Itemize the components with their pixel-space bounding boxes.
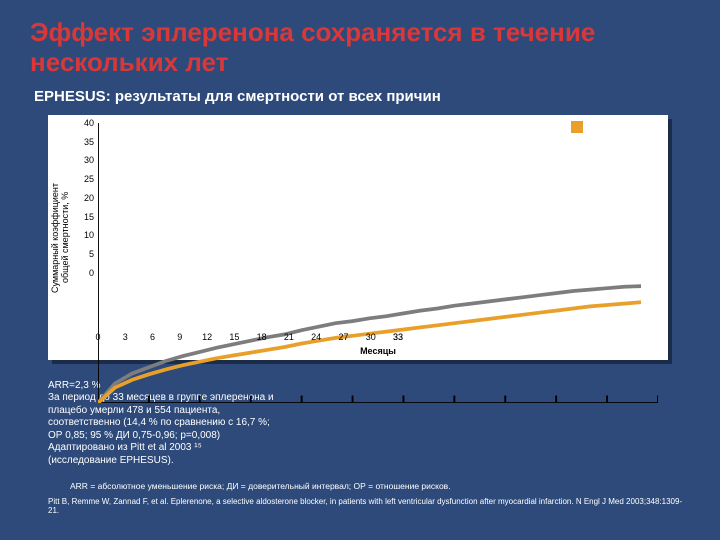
legend-row-placebo: Плацебо (571, 134, 646, 146)
x-tick-label: 18 (257, 332, 267, 342)
annot-line3: риска (534, 222, 598, 233)
slide: Эффект эплеренона сохраняется в течение … (0, 0, 720, 540)
y-tick-label: 35 (84, 137, 94, 147)
risk-annotation: Относительное уменьшение риска 15 % р=0,… (534, 201, 598, 267)
annot-line2: уменьшение (534, 212, 598, 223)
y-tick-label: 20 (84, 193, 94, 203)
y-tick-label: 30 (84, 155, 94, 165)
legend-label-placebo: Плацебо (589, 134, 634, 146)
x-tick-label: 33 (393, 332, 403, 342)
y-tick-label: 15 (84, 212, 94, 222)
y-tick-label: 5 (89, 249, 94, 259)
legend-label-eplerenone: Эплеренон (589, 121, 646, 133)
y-tick-label: 25 (84, 174, 94, 184)
chart-container: Суммарный коэффициент общей смертности, … (48, 115, 668, 360)
slide-subtitle: EPHESUS: результаты для смертности от вс… (34, 88, 690, 105)
x-tick-label: 3 (123, 332, 128, 342)
x-ticks: 0369121518212427303333 (98, 330, 658, 346)
x-tick-label: 30 (366, 332, 376, 342)
x-tick-label: 6 (150, 332, 155, 342)
x-tick-label: 15 (229, 332, 239, 342)
annot-big: 15 % (534, 235, 598, 254)
x-tick-label: 12 (202, 332, 212, 342)
fn1-l6: Адаптировано из Pitt et al 2003 ¹⁵ (48, 442, 690, 455)
y-tick-label: 10 (84, 230, 94, 240)
annot-line1: Относительное (534, 201, 598, 212)
fn1-l7: (исследование EPHESUS). (48, 455, 690, 468)
legend-swatch-eplerenone (571, 121, 583, 133)
x-tick-label: 0 (95, 332, 100, 342)
y-tick-label: 40 (84, 118, 94, 128)
slide-title: Эффект эплеренона сохраняется в течение … (30, 18, 690, 78)
y-ticks: 0510152025303540 (74, 123, 96, 328)
annot-pval: р=0,008 (534, 256, 598, 267)
x-tick-label: 21 (284, 332, 294, 342)
legend: Эплеренон Плацебо (571, 121, 646, 147)
fn1-l5: ОР 0,85; 95 % ДИ 0,75-0,96; p=0,008) (48, 430, 690, 443)
citation: Pitt B, Remme W, Zannad F, et al. Eplere… (48, 497, 690, 515)
x-tick-label: 9 (177, 332, 182, 342)
fn1-l4: соответственно (14,4 % по сравнению с 16… (48, 417, 690, 430)
y-axis-label: Суммарный коэффициент общей смертности, … (48, 115, 72, 360)
legend-row-eplerenone: Эплеренон (571, 121, 646, 133)
footnote-block-2: ARR = абсолютное уменьшение риска; ДИ = … (70, 481, 690, 491)
y-tick-label: 0 (89, 268, 94, 278)
x-tick-label: 27 (338, 332, 348, 342)
x-tick-label: 24 (311, 332, 321, 342)
fn1-l3: плацебо умерли 478 и 554 пациента, (48, 405, 690, 418)
